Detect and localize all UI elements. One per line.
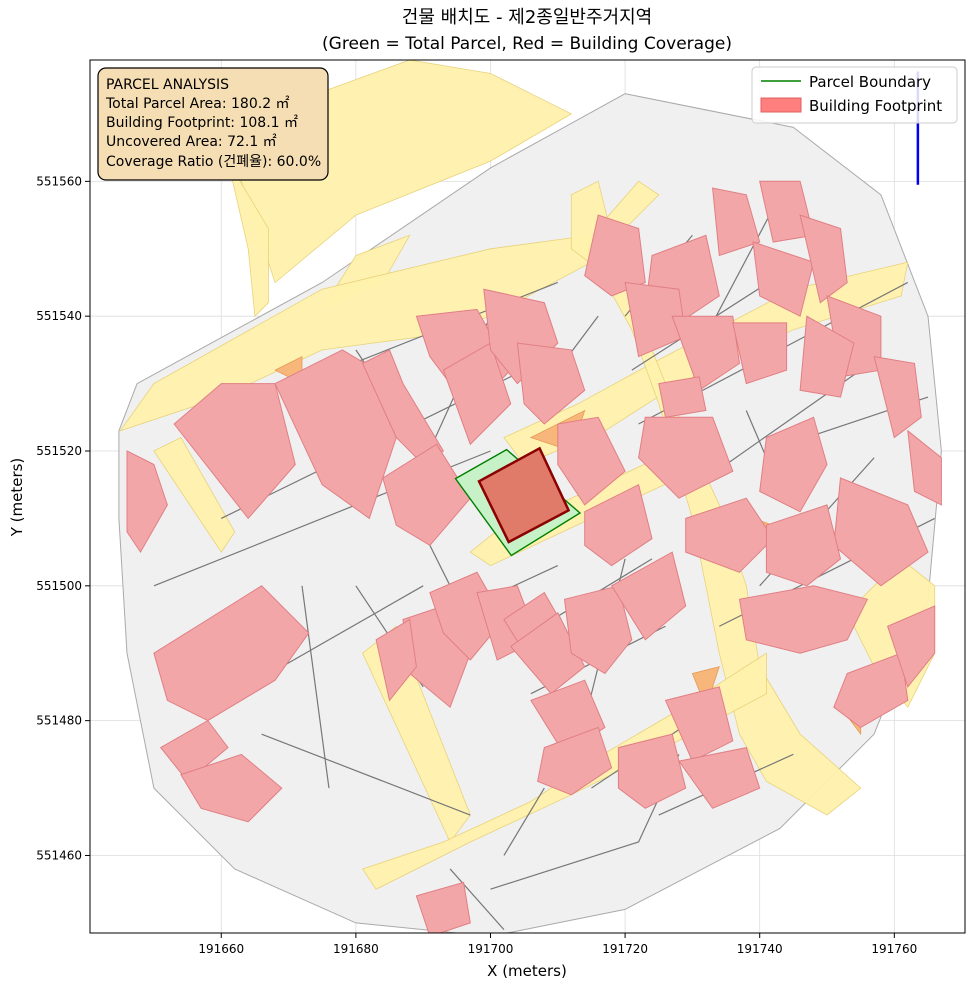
building-footprint	[415, 881, 471, 933]
building-footprint	[173, 383, 296, 520]
legend: Parcel Boundary Building Footprint	[751, 66, 958, 124]
building-footprint	[658, 376, 707, 418]
building-footprint	[537, 726, 613, 796]
building-footprint	[685, 497, 774, 573]
building-footprint	[563, 585, 633, 675]
building-footprint	[799, 315, 855, 398]
building-footprint	[799, 214, 848, 304]
parcel-line	[490, 841, 639, 890]
x-tick-label: 191760	[871, 942, 917, 956]
building-footprint	[678, 747, 761, 809]
parcel-line	[261, 733, 471, 816]
info-box-heading: PARCEL ANALYSIS	[106, 77, 229, 93]
axis-ticks: 191660 191680 191700 191720 191740 191760 5514…	[36, 174, 917, 956]
building-footprint	[361, 349, 445, 466]
building-footprint	[557, 416, 626, 506]
x-tick-label: 191680	[333, 942, 379, 956]
building-footprint	[833, 477, 929, 587]
y-tick-label: 551500	[36, 579, 82, 593]
building-footprint	[126, 450, 168, 554]
plot-area	[89, 59, 966, 934]
legend-label-parcel-boundary: Parcel Boundary	[809, 73, 931, 91]
building-footprint	[617, 733, 687, 809]
x-tick-label: 191720	[602, 942, 648, 956]
building-footprint	[610, 551, 687, 641]
building-footprint	[671, 315, 741, 392]
parcel-line	[712, 208, 774, 324]
legend-frame	[751, 66, 958, 124]
chart-title: 건물 배치도 - 제2종일반주거지역	[402, 7, 652, 28]
building-footprint	[638, 416, 734, 499]
building-footprint	[712, 187, 761, 257]
building-footprint	[759, 416, 828, 513]
building-footprint	[153, 585, 310, 722]
building-footprint	[664, 686, 734, 762]
x-tick-label: 191700	[468, 942, 514, 956]
building-footprint	[159, 719, 229, 783]
building-footprint	[752, 241, 815, 317]
building-footprint	[907, 429, 942, 506]
parcel-analysis-box: PARCEL ANALYSIS Total Parcel Area: 180.2…	[97, 67, 329, 181]
building-footprint	[584, 483, 653, 567]
chart-subtitle: (Green = Total Parcel, Red = Building Co…	[322, 34, 732, 54]
legend-label-building-footprint: Building Footprint	[809, 97, 942, 115]
x-axis-label: X (meters)	[487, 962, 567, 980]
building-footprint	[516, 342, 586, 425]
building-footprint	[886, 605, 936, 688]
orange-building	[691, 666, 720, 709]
y-tick-label: 551480	[36, 714, 82, 728]
building-footprint	[375, 618, 417, 702]
building-footprint	[833, 652, 909, 728]
info-line-total-area: Total Parcel Area: 180.2 ㎡	[105, 96, 290, 112]
parcel-line	[503, 787, 545, 856]
building-footprint	[732, 322, 788, 385]
target-building-footprint	[477, 446, 571, 544]
map-layer	[118, 60, 942, 933]
info-line-coverage-ratio: Coverage Ratio (건폐율): 60.0%	[106, 154, 321, 170]
road-area	[153, 436, 236, 553]
road-area	[119, 180, 660, 432]
y-tick-label: 551520	[36, 444, 82, 458]
y-tick-label: 551460	[36, 848, 82, 862]
building-footprint	[509, 612, 586, 695]
road-area	[227, 160, 269, 318]
plot-frame	[89, 59, 966, 934]
building-footprint	[765, 504, 842, 587]
info-box-background	[97, 67, 329, 181]
building-footprint	[873, 355, 922, 439]
y-tick-label: 551540	[36, 309, 82, 323]
x-tick-label: 191740	[737, 942, 783, 956]
building-footprint	[738, 585, 869, 654]
building-footprint	[382, 443, 471, 547]
building-footprint	[442, 342, 512, 446]
y-tick-label: 551560	[36, 174, 82, 188]
building-footprint	[180, 753, 283, 823]
road-area	[361, 652, 767, 890]
info-line-uncovered: Uncovered Area: 72.1 ㎡	[106, 134, 277, 150]
parcel-line	[301, 585, 330, 789]
x-tick-label: 191660	[198, 942, 244, 956]
info-line-footprint: Building Footprint: 108.1 ㎡	[106, 115, 298, 131]
y-axis-label: Y (meters)	[8, 458, 26, 538]
parcel-line	[449, 868, 505, 931]
legend-swatch-building-footprint	[760, 97, 802, 113]
